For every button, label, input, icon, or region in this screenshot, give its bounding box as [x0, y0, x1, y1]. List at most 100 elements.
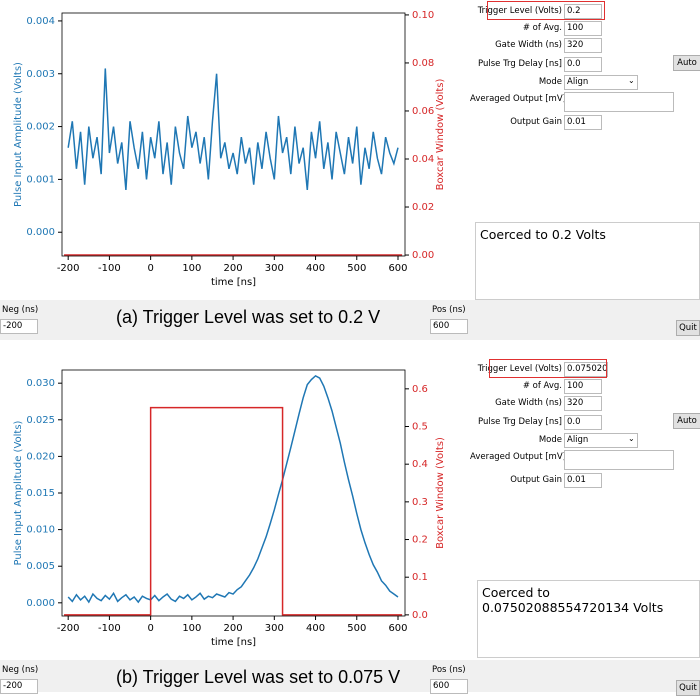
field-label: Averaged Output [mV]: [470, 452, 566, 462]
caption: (a) Trigger Level was set to 0.2 V: [116, 307, 381, 327]
y2-tick-label: 0.10: [412, 10, 434, 21]
field-label: Trigger Level (Volts): [477, 364, 562, 374]
data-line: [67, 374, 399, 604]
x-tick-label: 600: [388, 263, 407, 274]
x-tick-label: -100: [98, 623, 121, 634]
field-input[interactable]: 320: [564, 38, 602, 53]
field-label: Averaged Output [mV]: [470, 94, 566, 104]
field-label: Output Gain: [510, 117, 562, 127]
y-tick-label: 0.020: [26, 451, 55, 462]
y-tick-label: 0.003: [26, 69, 55, 80]
quit-button[interactable]: Quit: [676, 320, 700, 336]
averaged-output[interactable]: [564, 92, 674, 112]
field-label: # of Avg.: [522, 23, 562, 33]
pos-label: Pos (ns): [432, 665, 466, 675]
y2-tick-label: 0.00: [412, 250, 434, 261]
x-tick-label: 100: [182, 623, 201, 634]
x-tick-label: 500: [347, 623, 366, 634]
y-tick-label: 0.000: [26, 598, 55, 609]
field-input[interactable]: 320: [564, 396, 602, 411]
mode-select[interactable]: Align: [564, 433, 638, 448]
plot-frame: [61, 369, 406, 617]
bottom-strip: [0, 300, 700, 340]
plot-frame: [61, 12, 406, 257]
averaged-output[interactable]: [564, 450, 674, 470]
y-tick-label: 0.010: [26, 525, 55, 536]
data-line: [64, 406, 403, 616]
x-tick-label: -100: [98, 263, 121, 274]
field-input[interactable]: 100: [564, 21, 602, 36]
field-label: Pulse Trg Delay [ns]: [478, 417, 562, 427]
neg-label: Neg (ns): [2, 665, 39, 675]
x-tick-label: 200: [224, 263, 243, 274]
message-box: Coerced to 0.2 Volts: [475, 222, 700, 300]
y2-tick-label: 0.02: [412, 202, 434, 213]
x-tick-label: 300: [265, 263, 284, 274]
neg-label: Neg (ns): [2, 305, 39, 315]
x-tick-label: 0: [147, 263, 153, 274]
field-label: # of Avg.: [522, 381, 562, 391]
field-input[interactable]: 0.01: [564, 473, 602, 488]
auto-button[interactable]: Auto: [673, 413, 700, 429]
y-tick-label: 0.004: [26, 16, 55, 27]
x-axis-label: time [ns]: [211, 637, 256, 648]
y2-tick-label: 0.1: [412, 572, 428, 583]
field-label: Pulse Trg Delay [ns]: [478, 59, 562, 69]
field-label: Gate Width (ns): [495, 398, 562, 408]
pos-label: Pos (ns): [432, 305, 466, 315]
bottom-strip: [0, 660, 700, 692]
y-axis-label: Pulse Input Amplitude (Volts): [13, 62, 24, 207]
pos-input[interactable]: 600: [430, 319, 468, 334]
field-input[interactable]: 0.0: [564, 415, 602, 430]
y-tick-label: 0.000: [26, 227, 55, 238]
x-axis-label: time [ns]: [211, 277, 256, 288]
x-tick-label: 100: [182, 263, 201, 274]
field-input[interactable]: 100: [564, 379, 602, 394]
select-arrow: ⌄: [628, 76, 635, 85]
highlight-box: [489, 359, 607, 378]
field-input[interactable]: 0.0: [564, 57, 602, 72]
y-tick-label: 0.015: [26, 488, 55, 499]
y-tick-label: 0.001: [26, 174, 55, 185]
y2-tick-label: 0.06: [412, 106, 434, 117]
y-tick-label: 0.002: [26, 122, 55, 133]
x-tick-label: 500: [347, 263, 366, 274]
y2-tick-label: 0.5: [412, 422, 428, 433]
quit-button[interactable]: Quit: [676, 680, 700, 696]
y2-tick-label: 0.3: [412, 497, 428, 508]
data-line: [67, 68, 399, 191]
x-tick-label: 400: [306, 623, 325, 634]
neg-input[interactable]: -200: [0, 319, 38, 334]
y-tick-label: 0.025: [26, 415, 55, 426]
field-label: Gate Width (ns): [495, 40, 562, 50]
y2-tick-label: 0.0: [412, 610, 428, 621]
x-tick-label: -200: [57, 623, 80, 634]
y2-tick-label: 0.2: [412, 535, 428, 546]
y2-tick-label: 0.08: [412, 58, 434, 69]
y-tick-label: 0.030: [26, 378, 55, 389]
select-arrow: ⌄: [628, 434, 635, 443]
field-label: Mode: [538, 77, 562, 87]
mode-select[interactable]: Align: [564, 75, 638, 90]
x-tick-label: 300: [265, 623, 284, 634]
auto-button[interactable]: Auto: [673, 55, 700, 71]
field-input[interactable]: 0.01: [564, 115, 602, 130]
x-tick-label: 400: [306, 263, 325, 274]
x-tick-label: 0: [147, 623, 153, 634]
x-tick-label: 600: [388, 623, 407, 634]
message-box: Coerced to 0.07502088554720134 Volts: [477, 580, 700, 658]
x-tick-label: -200: [57, 263, 80, 274]
y2-tick-label: 0.6: [412, 384, 428, 395]
y2-tick-label: 0.4: [412, 459, 428, 470]
y2-axis-label: Boxcar Window (Volts): [435, 437, 446, 549]
field-input[interactable]: 0.0750208: [564, 362, 608, 377]
x-tick-label: 200: [224, 623, 243, 634]
field-label: Trigger Level (Volts): [477, 6, 562, 16]
highlight-box: [487, 1, 605, 20]
field-input[interactable]: 0.2: [564, 4, 602, 19]
field-label: Mode: [538, 435, 562, 445]
field-label: Output Gain: [510, 475, 562, 485]
y2-axis-label: Boxcar Window (Volts): [435, 78, 446, 190]
